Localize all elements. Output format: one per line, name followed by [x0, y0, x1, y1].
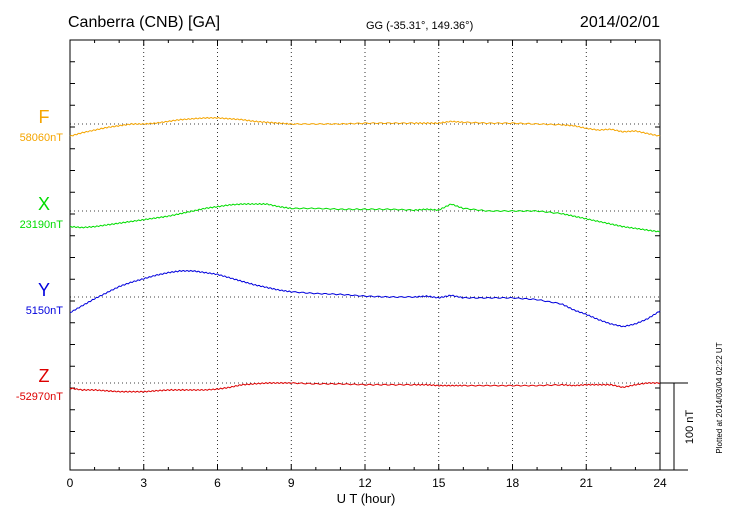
x-tick-label: 12: [358, 476, 372, 490]
grid-layer: [70, 40, 660, 470]
x-tick-label: 0: [67, 476, 74, 490]
series-baseline-f: 58060nT: [20, 132, 64, 144]
scale-bar: 100 nT: [660, 382, 696, 471]
x-tick-label: 24: [653, 476, 667, 490]
series-name-y: Y: [38, 280, 50, 300]
series-line-z: [69, 381, 661, 393]
x-tick-label: 18: [506, 476, 520, 490]
x-tick-label: 3: [140, 476, 147, 490]
series-layer: [69, 116, 661, 393]
series-name-x: X: [38, 194, 50, 214]
axis-ticks: 0 3 6 9 12 15 18 21 24: [67, 39, 667, 490]
x-tick-label: 6: [214, 476, 221, 490]
plotted-at-note: Plotted at 2014/03/04 02:22 UT: [715, 342, 724, 453]
x-tick-label: 15: [432, 476, 446, 490]
series-name-f: F: [39, 107, 50, 127]
series-line-y: [69, 269, 661, 328]
date-label: 2014/02/01: [580, 14, 660, 31]
series-labels: F 58060nT X 23190nT Y 5150nT Z -52970nT: [16, 107, 63, 403]
series-baseline-z: -52970nT: [16, 391, 63, 403]
coordinates-label: GG (-35.31°, 149.36°): [366, 20, 473, 32]
x-tick-label: 9: [288, 476, 295, 490]
x-tick-label: 21: [580, 476, 594, 490]
series-line-f: [69, 116, 661, 137]
series-line-x: [69, 202, 661, 233]
station-title: Canberra (CNB) [GA]: [68, 14, 220, 31]
series-name-z: Z: [39, 366, 50, 386]
x-axis-label: U T (hour): [337, 491, 396, 506]
series-baseline-y: 5150nT: [26, 305, 64, 317]
series-baseline-x: 23190nT: [20, 219, 64, 231]
scale-bar-label: 100 nT: [684, 410, 696, 445]
